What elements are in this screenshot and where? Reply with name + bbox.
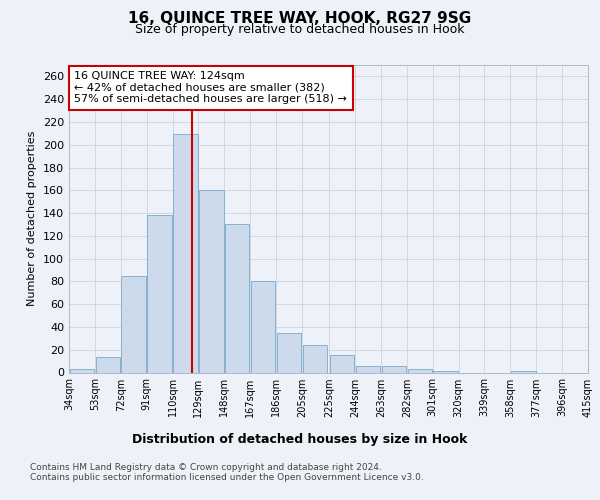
Text: 16, QUINCE TREE WAY, HOOK, RG27 9SG: 16, QUINCE TREE WAY, HOOK, RG27 9SG <box>128 11 472 26</box>
Bar <box>225 224 250 372</box>
Bar <box>95 356 120 372</box>
Bar <box>199 190 224 372</box>
Bar <box>251 282 275 372</box>
Bar <box>70 369 94 372</box>
Text: Size of property relative to detached houses in Hook: Size of property relative to detached ho… <box>135 22 465 36</box>
Text: Contains HM Land Registry data © Crown copyright and database right 2024.: Contains HM Land Registry data © Crown c… <box>30 462 382 471</box>
Y-axis label: Number of detached properties: Number of detached properties <box>28 131 37 306</box>
Text: Distribution of detached houses by size in Hook: Distribution of detached houses by size … <box>133 432 467 446</box>
Bar <box>148 216 172 372</box>
Bar <box>330 356 355 372</box>
Bar <box>382 366 406 372</box>
Bar <box>302 345 327 372</box>
Bar <box>277 332 301 372</box>
Bar <box>173 134 198 372</box>
Text: Contains public sector information licensed under the Open Government Licence v3: Contains public sector information licen… <box>30 472 424 482</box>
Text: 16 QUINCE TREE WAY: 124sqm
← 42% of detached houses are smaller (382)
57% of sem: 16 QUINCE TREE WAY: 124sqm ← 42% of deta… <box>74 71 347 104</box>
Bar <box>121 276 146 372</box>
Bar <box>356 366 380 372</box>
Bar <box>407 369 432 372</box>
